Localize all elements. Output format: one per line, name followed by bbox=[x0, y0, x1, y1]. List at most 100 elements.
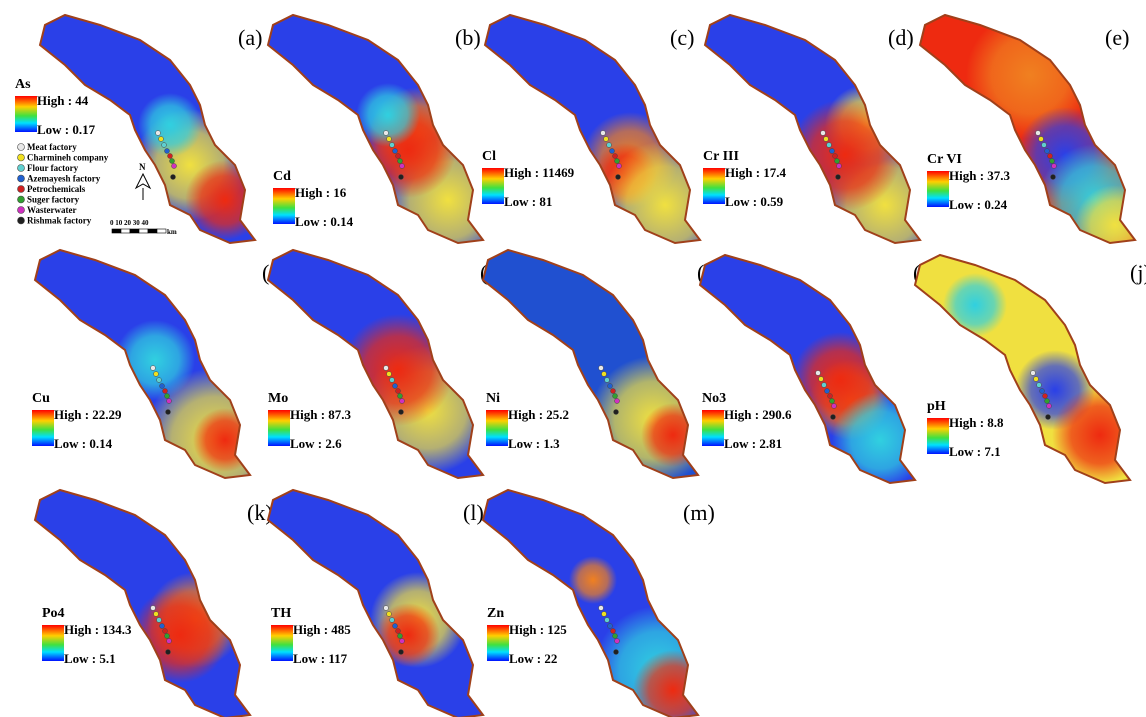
variable-name: Po4 bbox=[42, 606, 65, 621]
north-arrow bbox=[136, 174, 150, 200]
source-point bbox=[1042, 143, 1047, 148]
source-point bbox=[384, 366, 389, 371]
low-label: Low : 2.81 bbox=[724, 436, 782, 451]
high-label: High : 37.3 bbox=[949, 168, 1011, 183]
source-point bbox=[1037, 383, 1042, 388]
source-point bbox=[166, 650, 171, 655]
source-point bbox=[167, 399, 172, 404]
hotspot bbox=[1052, 387, 1146, 483]
low-label: Low : 0.14 bbox=[54, 436, 113, 451]
source-point bbox=[170, 159, 175, 164]
high-label: High : 11469 bbox=[504, 165, 575, 180]
high-label: High : 485 bbox=[293, 622, 351, 637]
source-point bbox=[1047, 404, 1052, 409]
source-point bbox=[615, 399, 620, 404]
hotspot bbox=[115, 320, 195, 400]
source-point bbox=[399, 410, 404, 415]
color-ramp bbox=[273, 188, 295, 224]
source-point bbox=[390, 378, 395, 383]
legend-label: Charmineh company bbox=[27, 153, 109, 163]
source-point bbox=[827, 143, 832, 148]
variable-name: Mo bbox=[268, 391, 288, 406]
source-point bbox=[384, 131, 389, 136]
source-point bbox=[151, 366, 156, 371]
source-point bbox=[613, 154, 618, 159]
source-point bbox=[613, 394, 618, 399]
source-point bbox=[822, 383, 827, 388]
low-label: Low : 22 bbox=[509, 651, 557, 666]
variable-name: pH bbox=[927, 399, 946, 414]
source-point bbox=[825, 389, 830, 394]
source-point bbox=[393, 624, 398, 629]
source-point bbox=[398, 159, 403, 164]
panel-label: (c) bbox=[670, 25, 694, 50]
map-surface bbox=[30, 485, 260, 717]
source-point bbox=[613, 634, 618, 639]
source-point bbox=[599, 366, 604, 371]
high-label: High : 16 bbox=[295, 185, 347, 200]
high-label: High : 22.29 bbox=[54, 407, 122, 422]
source-point bbox=[837, 164, 842, 169]
color-ramp bbox=[15, 96, 37, 132]
legend-marker bbox=[18, 186, 25, 193]
source-point bbox=[824, 137, 829, 142]
legend-marker bbox=[18, 175, 25, 182]
low-label: Low : 5.1 bbox=[64, 651, 116, 666]
source-point bbox=[614, 650, 619, 655]
low-label: Low : 0.14 bbox=[295, 214, 354, 229]
scale-segment bbox=[148, 229, 157, 233]
source-point bbox=[816, 371, 821, 376]
source-point bbox=[393, 149, 398, 154]
color-ramp bbox=[927, 171, 949, 207]
source-point bbox=[832, 404, 837, 409]
source-point bbox=[610, 149, 615, 154]
variable-name: Zn bbox=[487, 606, 504, 621]
source-point bbox=[831, 415, 836, 420]
source-point bbox=[614, 410, 619, 415]
variable-name: No3 bbox=[702, 391, 726, 406]
hotspot bbox=[376, 603, 440, 667]
source-point bbox=[390, 618, 395, 623]
hotspot bbox=[641, 403, 705, 467]
source-point bbox=[162, 143, 167, 148]
color-ramp bbox=[927, 418, 949, 454]
legend-marker bbox=[18, 144, 25, 151]
variable-name: As bbox=[15, 77, 31, 92]
low-label: Low : 1.3 bbox=[508, 436, 560, 451]
source-point bbox=[821, 131, 826, 136]
legend-marker bbox=[18, 207, 25, 214]
source-point bbox=[171, 175, 176, 180]
source-point bbox=[1043, 394, 1048, 399]
source-point bbox=[1040, 389, 1045, 394]
source-point bbox=[611, 629, 616, 634]
source-point bbox=[387, 372, 392, 377]
source-point bbox=[156, 131, 161, 136]
variable-name: Cr III bbox=[703, 149, 739, 164]
source-point bbox=[836, 175, 841, 180]
legend-marker bbox=[18, 154, 25, 161]
variable-name: Cl bbox=[482, 149, 496, 164]
high-label: High : 8.8 bbox=[949, 415, 1004, 430]
source-point bbox=[830, 149, 835, 154]
source-point bbox=[1045, 149, 1050, 154]
source-point bbox=[1045, 399, 1050, 404]
scale-segment bbox=[112, 229, 121, 233]
low-label: Low : 7.1 bbox=[949, 444, 1001, 459]
source-point bbox=[166, 410, 171, 415]
source-point bbox=[168, 154, 173, 159]
color-ramp bbox=[487, 625, 509, 661]
color-ramp bbox=[42, 625, 64, 661]
variable-name: Ni bbox=[486, 391, 500, 406]
high-label: High : 17.4 bbox=[725, 165, 787, 180]
variable-name: TH bbox=[271, 606, 291, 621]
source-point bbox=[1039, 137, 1044, 142]
source-point bbox=[163, 629, 168, 634]
source-point bbox=[605, 378, 610, 383]
source-point bbox=[1034, 377, 1039, 382]
source-point bbox=[400, 639, 405, 644]
source-point bbox=[1046, 415, 1051, 420]
legend-label: Petrochemicals bbox=[27, 184, 86, 194]
color-ramp bbox=[486, 410, 508, 446]
source-point bbox=[400, 164, 405, 169]
color-ramp bbox=[32, 410, 54, 446]
